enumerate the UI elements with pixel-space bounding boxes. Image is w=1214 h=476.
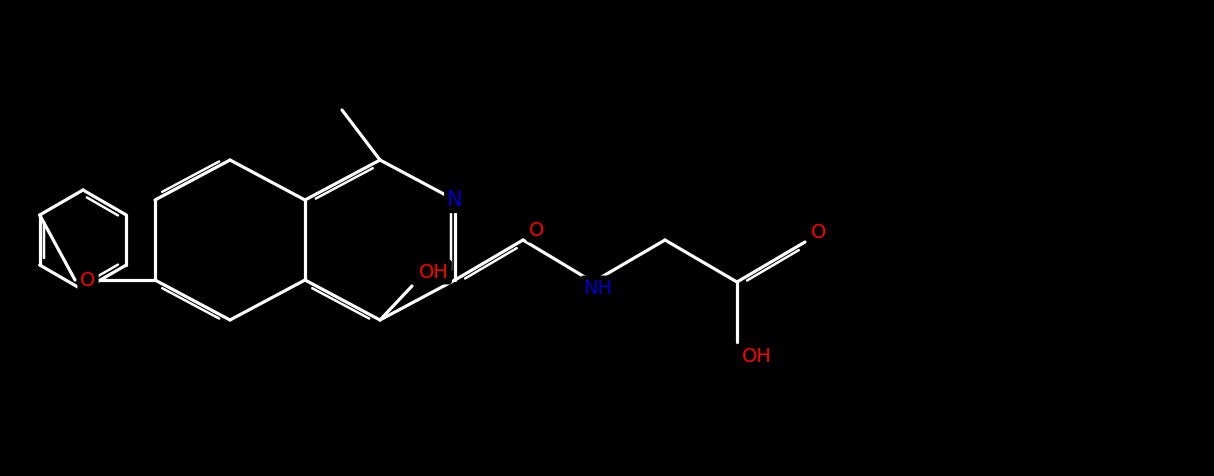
Text: O: O [811,222,827,241]
Text: OH: OH [742,347,772,366]
Text: OH: OH [419,262,449,281]
Text: NH: NH [584,278,613,298]
Text: O: O [80,270,96,289]
Text: N: N [447,190,463,210]
Text: O: O [529,220,545,239]
